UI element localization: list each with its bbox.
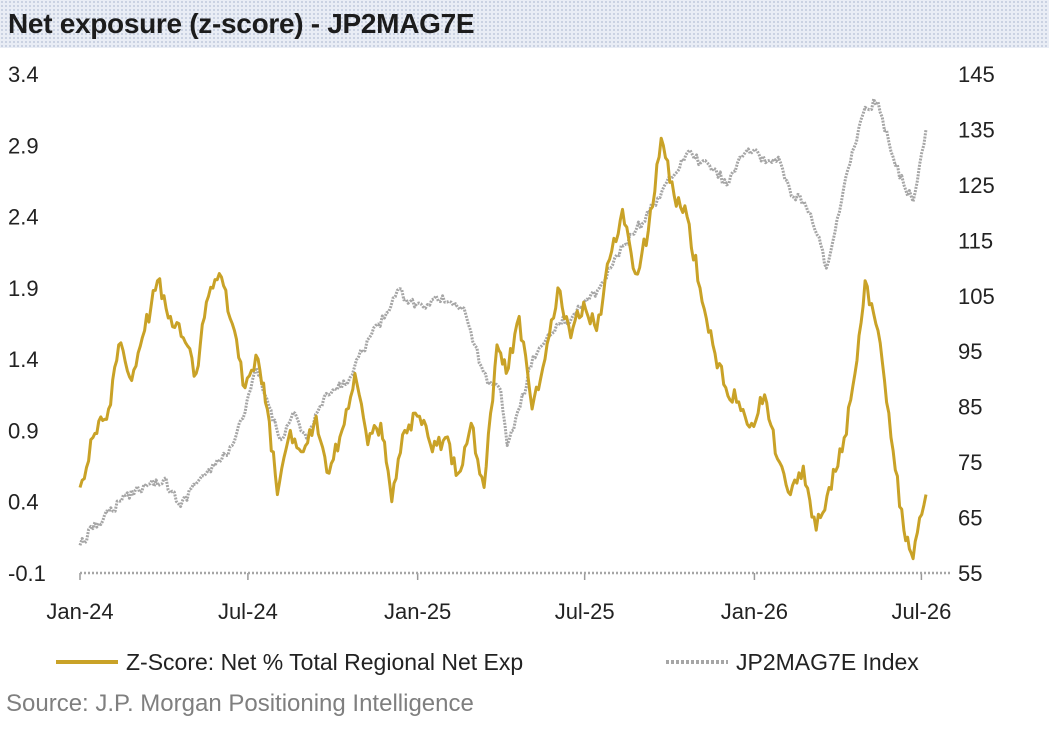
y-right-tick-label: 125 [958,173,995,198]
legend-swatch-index [666,660,728,664]
x-axis-ticks: Jan-24 Jul-24 Jan-25 Jul-25 Jan-26 Jul-26 [46,573,951,624]
y-right-tick-label: 55 [958,561,982,586]
y-left-tick-label: 2.4 [8,205,39,230]
legend-item-index: JP2MAG7E Index [666,644,919,680]
source-note: Source: J.P. Morgan Positioning Intellig… [6,690,474,717]
y-right-tick-label: 145 [958,62,995,87]
y-left-tick-label: 3.4 [8,62,39,87]
legend: Z-Score: Net % Total Regional Net Exp JP… [0,644,1049,680]
x-tick-label: Jan-26 [721,599,788,624]
series-line-z-score [78,136,928,561]
plot-lines [78,97,950,575]
legend-label-zscore: Z-Score: Net % Total Regional Net Exp [126,648,524,675]
title-bar: Net exposure (z-score) - JP2MAG7E [0,0,1049,48]
y-right-tick-label: 135 [958,117,995,142]
y-axis-right-ticks: 145 135 125 115 105 95 85 75 65 55 [958,62,995,586]
x-tick-label: Jul-24 [218,599,278,624]
y-right-tick-label: 115 [958,228,993,253]
y-right-tick-label: 85 [958,395,982,420]
series-line-jp2mag7e-index [78,97,928,546]
y-left-tick-label: 2.9 [8,133,39,158]
x-tick-label: Jul-26 [891,599,951,624]
y-right-tick-label: 75 [958,450,982,475]
legend-item-zscore: Z-Score: Net % Total Regional Net Exp [56,644,523,680]
y-left-tick-label: 0.9 [8,418,39,443]
x-tick-label: Jan-24 [46,599,113,624]
y-left-tick-label: 1.9 [8,276,39,301]
chart: 3.4 2.9 2.4 1.9 1.4 0.9 0.4 -0.1 145 135 125 115 10… [8,62,995,624]
x-tick-label: Jul-25 [555,599,615,624]
y-right-tick-label: 95 [958,339,982,364]
y-left-tick-label: 0.4 [8,490,39,515]
y-right-tick-label: 65 [958,506,982,531]
y-left-tick-label: -0.1 [8,561,46,586]
y-left-tick-label: 1.4 [8,347,39,372]
legend-swatch-zscore [56,660,118,664]
chart-title: Net exposure (z-score) - JP2MAG7E [8,8,475,39]
y-axis-left-ticks: 3.4 2.9 2.4 1.9 1.4 0.9 0.4 -0.1 [8,62,46,586]
x-tick-label: Jan-25 [384,599,451,624]
legend-label-index: JP2MAG7E Index [736,648,919,675]
y-right-tick-label: 105 [958,284,995,309]
